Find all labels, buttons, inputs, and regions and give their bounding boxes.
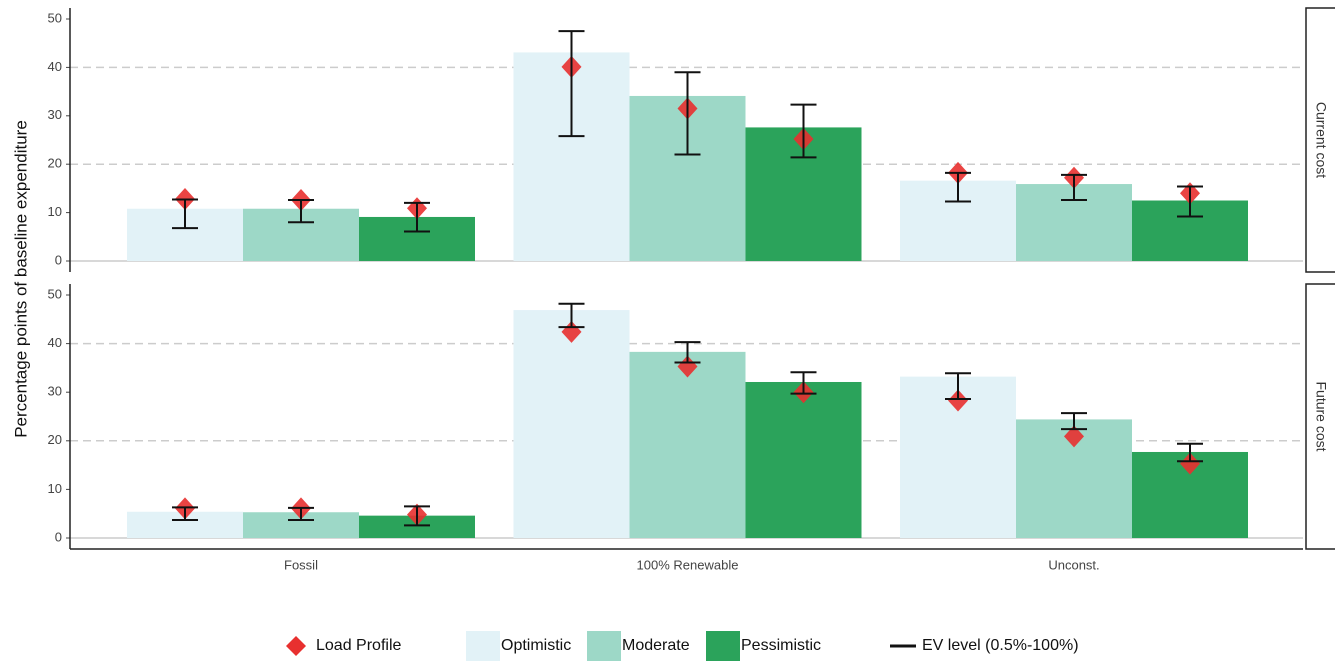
x-tick-label: 100% Renewable — [637, 557, 739, 572]
y-tick-label: 50 — [48, 286, 62, 301]
legend-marker — [286, 636, 306, 656]
error-bar — [1061, 173, 1087, 202]
error-bar — [674, 71, 701, 156]
strip-box — [1305, 7, 1335, 273]
legend-swatch — [587, 631, 621, 661]
error-bar — [404, 505, 430, 527]
x-tick-label: Fossil — [284, 557, 318, 572]
legend-label: Optimistic — [501, 637, 571, 654]
x-tick-label: Unconst. — [1048, 557, 1099, 572]
error-bar — [288, 199, 314, 224]
y-tick-label: 0 — [55, 252, 62, 267]
error-bar — [674, 341, 701, 364]
legend-label: EV level (0.5%-100%) — [922, 637, 1079, 654]
bar — [513, 310, 630, 538]
y-tick-label: 40 — [48, 59, 62, 74]
load-profile-marker — [1180, 452, 1200, 475]
strip-label: Current cost — [1313, 102, 1329, 178]
legend-label: Pessimistic — [741, 637, 821, 654]
error-bar — [1177, 185, 1203, 218]
error-bar — [288, 506, 314, 522]
error-bar — [1177, 442, 1203, 463]
error-bar — [172, 506, 198, 522]
y-tick-label: 30 — [48, 384, 62, 399]
legend-swatch — [706, 631, 740, 661]
bar — [745, 381, 862, 538]
error-bar — [172, 198, 198, 230]
y-tick-label: 20 — [48, 432, 62, 447]
y-tick-label: 30 — [48, 107, 62, 122]
error-bar — [945, 372, 971, 401]
error-bar — [945, 171, 971, 203]
error-bar — [404, 201, 430, 233]
error-bar — [790, 371, 817, 395]
y-tick-label: 0 — [55, 529, 62, 544]
error-bar — [1061, 412, 1087, 431]
error-bar — [558, 302, 585, 329]
legend-label: Moderate — [622, 637, 690, 654]
legend-label: Load Profile — [316, 637, 401, 654]
load-profile-marker — [1064, 425, 1084, 448]
bar — [629, 351, 746, 538]
y-tick-label: 10 — [48, 204, 62, 219]
strip-box — [1305, 283, 1335, 550]
legend-swatch — [466, 631, 500, 661]
load-profile-marker — [677, 355, 698, 378]
load-profile-marker — [948, 389, 968, 412]
y-tick-label: 20 — [48, 156, 62, 171]
y-tick-label: 50 — [48, 10, 62, 25]
y-tick-label: 40 — [48, 335, 62, 350]
y-axis-label: Percentage points of baseline expenditur… — [11, 120, 30, 438]
y-tick-label: 10 — [48, 481, 62, 496]
bar — [359, 515, 475, 538]
error-bar — [790, 103, 817, 159]
error-bar — [558, 30, 585, 138]
strip-label: Future cost — [1313, 381, 1329, 451]
